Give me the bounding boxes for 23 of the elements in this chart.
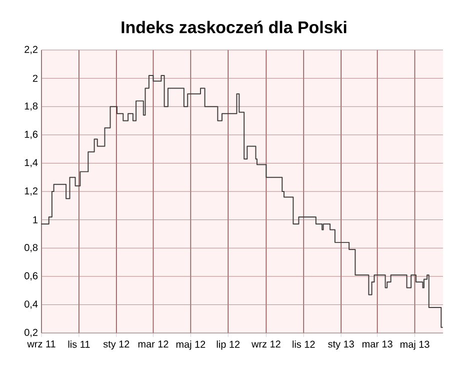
y-tick-label: 2 bbox=[32, 74, 38, 82]
x-tick-label: wrz 11 bbox=[27, 340, 56, 348]
y-tick-label: 2,2 bbox=[24, 46, 38, 54]
y-tick-label: 0,8 bbox=[24, 244, 38, 252]
x-tick-label: maj 13 bbox=[400, 340, 430, 350]
y-tick-label: 0,4 bbox=[24, 300, 38, 309]
y-tick-label: 1 bbox=[33, 216, 38, 224]
x-tick-label: wrz 12 bbox=[252, 340, 280, 348]
y-tick-label: 1,6 bbox=[24, 130, 38, 140]
x-tick-label: sty 12 bbox=[103, 340, 130, 350]
x-tick-label: maj 12 bbox=[176, 340, 206, 350]
y-tick-label: 1,2 bbox=[24, 187, 38, 196]
x-tick-label: mar 12 bbox=[138, 340, 168, 348]
chart-title: Indeks zaskoczeń dla Polski bbox=[122, 20, 346, 34]
x-tick-label: lip 12 bbox=[216, 340, 240, 350]
y-tick-label: 1,8 bbox=[24, 102, 38, 111]
x-tick-label: lis 11 bbox=[68, 340, 90, 348]
x-tick-label: mar 13 bbox=[362, 340, 392, 348]
x-tick-label: lis 12 bbox=[292, 340, 315, 348]
y-tick-label: 0,6 bbox=[24, 272, 38, 281]
y-tick-label: 0,2 bbox=[24, 328, 38, 338]
x-tick-label: sty 13 bbox=[328, 340, 354, 350]
y-tick-label: 1,4 bbox=[24, 159, 38, 168]
